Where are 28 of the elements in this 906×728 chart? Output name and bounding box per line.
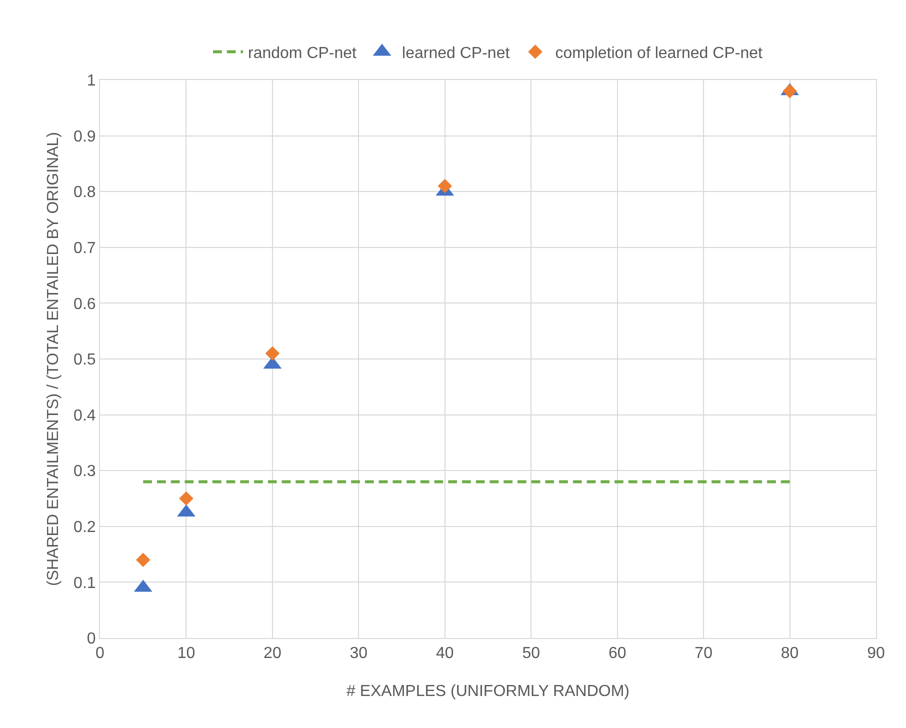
y-tick-label: 0.6 — [74, 296, 96, 313]
y-tick-label: 0.2 — [74, 519, 96, 536]
point — [438, 178, 452, 194]
x-tick-label: 60 — [608, 645, 626, 662]
x-tick-label: 30 — [350, 645, 368, 662]
y-tick-label: 1 — [86, 72, 96, 90]
legend-label: random CP-net — [248, 44, 358, 62]
y-tick-label: 0.4 — [74, 407, 96, 424]
y-tick-label: 0 — [86, 630, 96, 648]
y-tick-label: 0.1 — [74, 574, 96, 592]
y-tick-label: 0.7 — [74, 240, 96, 257]
x-tick-label: 80 — [780, 645, 799, 662]
x-tick-label: 40 — [436, 645, 454, 662]
x-tick-label: 50 — [522, 645, 540, 662]
x-axis-title: # EXAMPLES (UNIFORMLY RANDOM) — [346, 683, 630, 700]
y-tick-label: 0.8 — [74, 184, 96, 202]
y-tick-label: 0.3 — [74, 463, 96, 480]
y-tick-label: 0.9 — [74, 128, 96, 146]
x-tick-label: 70 — [694, 645, 713, 662]
x-tick-label: 20 — [264, 645, 282, 662]
legend-label: completion of learned CP-net — [555, 44, 763, 62]
y-tick-label: 0.5 — [74, 352, 96, 369]
point — [782, 84, 797, 98]
legend-label: learned CP-net — [402, 44, 510, 62]
y-axis-title: (SHARED ENTAILMENTS) / (TOTAL ENTAILED BY ORIGINAL) — [45, 132, 62, 586]
point — [265, 346, 280, 361]
x-tick-label: 90 — [867, 645, 885, 662]
x-tick-label: 10 — [177, 645, 196, 662]
